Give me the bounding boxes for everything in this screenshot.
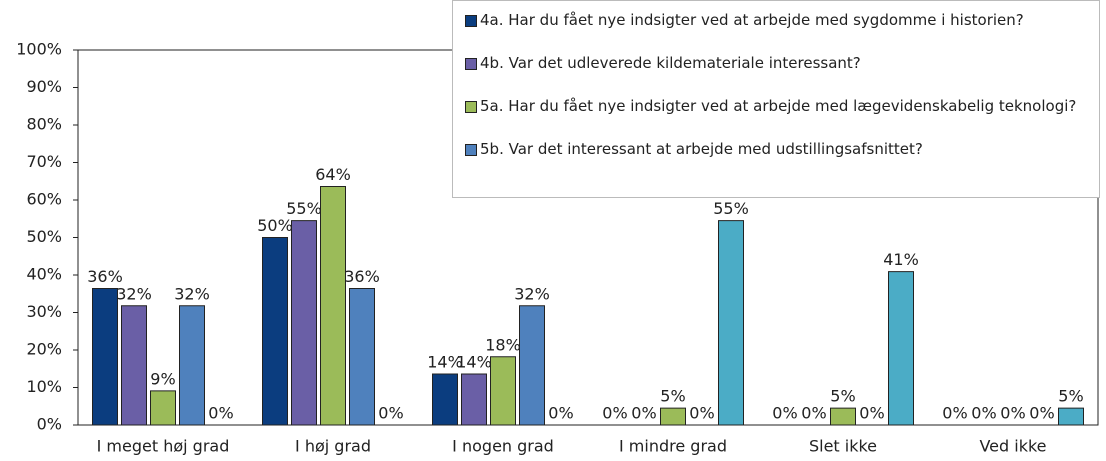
y-tick-label: 50% [26,227,62,246]
legend-label: 5a. Har du fået nye indsigter ved at arb… [480,97,1077,115]
x-tick-label: I høj grad [295,437,371,456]
data-label: 0% [859,404,884,423]
x-tick-label: I nogen grad [452,437,554,456]
x-tick-label: Ved ikke [979,437,1046,456]
data-label: 41% [883,250,919,269]
data-label: 55% [713,199,749,218]
legend-swatch [465,15,477,27]
bar [291,220,317,426]
bar [660,407,686,426]
data-label: 36% [87,267,123,286]
x-tick-label: I mindre grad [619,437,727,456]
bar [121,305,147,426]
bar [1058,407,1084,426]
bar [432,373,458,426]
y-tick-label: 70% [26,152,62,171]
data-label: 0% [801,404,826,423]
bar [461,373,487,426]
legend-swatch [465,101,477,113]
bar [490,356,516,426]
data-label: 0% [631,404,656,423]
x-tick-label: Slet ikke [809,437,877,456]
data-label: 0% [548,404,573,423]
data-label: 32% [174,284,210,303]
legend-item: 5a. Har du fået nye indsigter ved at arb… [465,97,1089,116]
data-label: 50% [257,216,293,235]
bar [519,305,545,426]
bar [262,237,288,426]
data-label: 55% [286,199,322,218]
data-label: 5% [1058,387,1083,406]
bar [179,305,205,426]
data-label: 18% [485,335,521,354]
y-tick-label: 100% [16,40,62,59]
data-label: 14% [456,353,492,372]
bar [349,288,375,426]
bar [150,390,176,426]
y-tick-label: 30% [26,302,62,321]
legend: 4a. Har du fået nye indsigter ved at arb… [452,0,1100,198]
data-label: 32% [514,284,550,303]
bar [92,288,118,426]
legend-label: 5b. Var det interessant at arbejde med u… [480,140,923,158]
data-label: 0% [208,404,233,423]
legend-swatch [465,144,477,156]
data-label: 14% [427,353,463,372]
data-label: 0% [772,404,797,423]
legend-item: 4a. Har du fået nye indsigter ved at arb… [465,11,1089,30]
data-label: 5% [660,387,685,406]
bar [320,186,346,426]
bar [830,407,856,426]
data-label: 0% [689,404,714,423]
y-tick-label: 10% [26,377,62,396]
y-tick-label: 20% [26,340,62,359]
data-label: 0% [602,404,627,423]
data-label: 5% [830,387,855,406]
y-tick-label: 0% [37,415,62,434]
data-label: 36% [344,267,380,286]
data-label: 0% [971,404,996,423]
legend-label: 4b. Var det udleverede kildemateriale in… [480,54,861,72]
data-label: 0% [1000,404,1025,423]
legend-swatch [465,58,477,70]
data-label: 0% [1029,404,1054,423]
y-tick-label: 80% [26,115,62,134]
legend-item: 4b. Var det udleverede kildemateriale in… [465,54,1089,73]
bar [718,220,744,426]
data-label: 9% [150,369,175,388]
legend-item: 5b. Var det interessant at arbejde med u… [465,140,1089,159]
data-label: 32% [116,284,152,303]
y-tick-label: 60% [26,190,62,209]
legend-label: 4a. Har du fået nye indsigter ved at arb… [480,11,1024,29]
data-label: 0% [378,404,403,423]
bar [888,271,914,426]
data-label: 0% [942,404,967,423]
y-tick-label: 40% [26,265,62,284]
data-label: 64% [315,165,351,184]
x-tick-label: I meget høj grad [97,437,230,456]
y-tick-label: 90% [26,77,62,96]
